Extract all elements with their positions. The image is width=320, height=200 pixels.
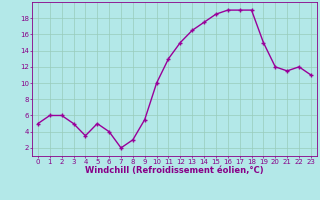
- X-axis label: Windchill (Refroidissement éolien,°C): Windchill (Refroidissement éolien,°C): [85, 166, 264, 175]
